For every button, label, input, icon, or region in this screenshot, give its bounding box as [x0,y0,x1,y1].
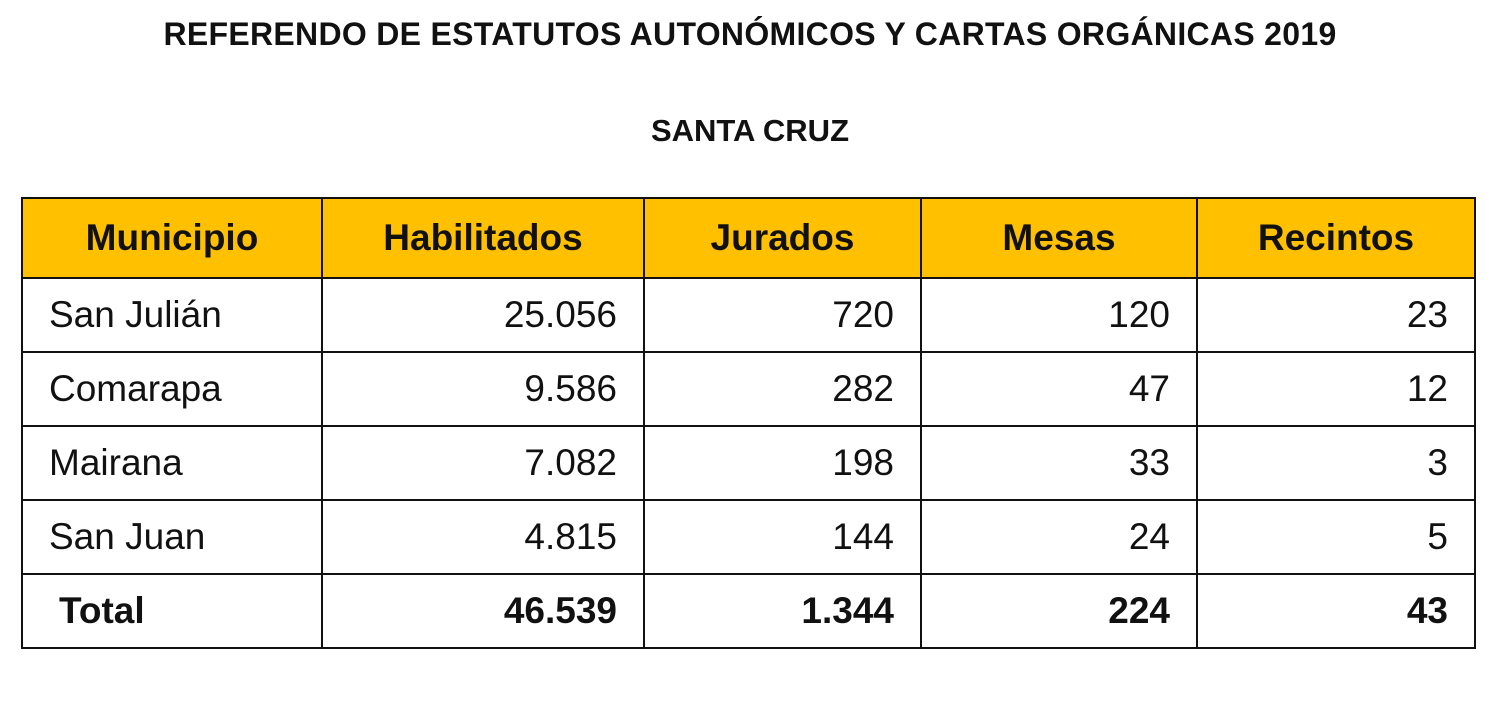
cell-recintos: 12 [1196,351,1476,427]
cell-habilitados: 9.586 [321,351,645,427]
cell-municipio: San Juan [21,499,323,575]
cell-recintos: 23 [1196,277,1476,353]
cell-municipio: San Julián [21,277,323,353]
cell-recintos: 3 [1196,425,1476,501]
total-jurados: 1.344 [643,573,922,649]
cell-jurados: 720 [643,277,922,353]
results-table: Municipio Habilitados Jurados Mesas Reci… [21,197,1476,649]
column-header-habilitados: Habilitados [321,197,645,279]
page-title: REFERENDO DE ESTATUTOS AUTONÓMICOS Y CAR… [163,16,1337,52]
table-row: San Juan 4.815 144 24 5 [21,499,1476,575]
cell-mesas: 33 [920,425,1198,501]
cell-jurados: 144 [643,499,922,575]
total-habilitados: 46.539 [321,573,645,649]
cell-jurados: 198 [643,425,922,501]
cell-municipio: Comarapa [21,351,323,427]
cell-municipio: Mairana [21,425,323,501]
cell-mesas: 47 [920,351,1198,427]
table-header-row: Municipio Habilitados Jurados Mesas Reci… [21,197,1476,279]
table-row: Mairana 7.082 198 33 3 [21,425,1476,501]
column-header-mesas: Mesas [920,197,1198,279]
column-header-recintos: Recintos [1196,197,1476,279]
column-header-municipio: Municipio [21,197,323,279]
cell-jurados: 282 [643,351,922,427]
cell-habilitados: 25.056 [321,277,645,353]
cell-recintos: 5 [1196,499,1476,575]
total-recintos: 43 [1196,573,1476,649]
cell-mesas: 24 [920,499,1198,575]
page-subtitle: SANTA CRUZ [650,113,850,148]
table-row: Comarapa 9.586 282 47 12 [21,351,1476,427]
table-total-row: Total 46.539 1.344 224 43 [21,573,1476,649]
cell-mesas: 120 [920,277,1198,353]
table-row: San Julián 25.056 720 120 23 [21,277,1476,353]
column-header-jurados: Jurados [643,197,922,279]
total-mesas: 224 [920,573,1198,649]
total-label: Total [21,573,323,649]
cell-habilitados: 4.815 [321,499,645,575]
cell-habilitados: 7.082 [321,425,645,501]
